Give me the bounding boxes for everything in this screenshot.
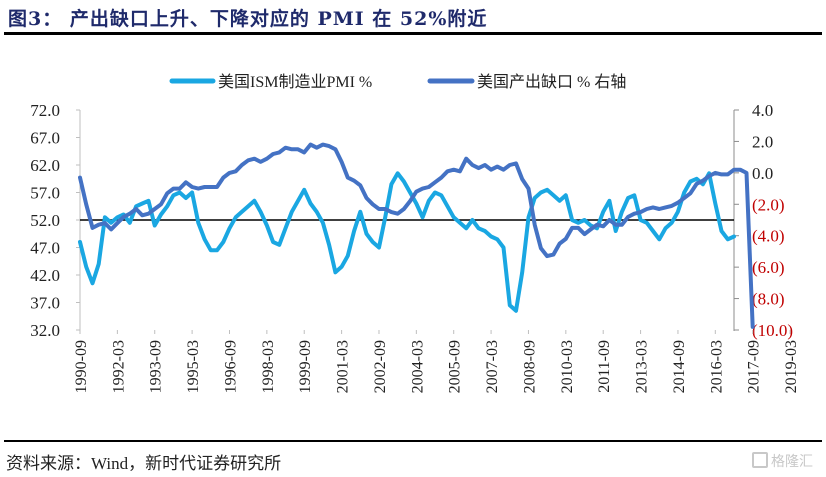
x-tick-label: 2008-09 (521, 340, 538, 393)
series-group (78, 142, 755, 329)
left-tick-label: 37.0 (30, 294, 60, 313)
legend: 美国ISM制造业PMI % 美国产出缺口 % 右轴 (169, 73, 626, 91)
output-gap-series-line (78, 142, 755, 329)
title-rule (4, 32, 822, 35)
x-tick-label: 1999-09 (297, 340, 314, 393)
chart: 美国ISM制造业PMI % 美国产出缺口 % 右轴 72.0 67.0 62.0 57… (30, 73, 800, 393)
x-tick-label: 1993-09 (148, 340, 165, 393)
right-tick-label: (6.0) (752, 258, 785, 277)
source-note: 资料来源：Wind，新时代证券研究所 (6, 454, 282, 473)
x-tick-label: 2004-03 (409, 340, 426, 393)
right-axis-ticks: 4.0 2.0 0.0 (2.0) (4.0) (6.0) (8.0) (10.0) (734, 101, 793, 340)
right-tick-label: 2.0 (752, 132, 773, 151)
x-tick-label: 2001-03 (335, 340, 352, 393)
x-tick-label: 2013-03 (634, 340, 651, 393)
x-tick-label: 2010-03 (559, 340, 576, 393)
watermark-text: 格隆汇 (771, 454, 813, 470)
left-tick-label: 57.0 (30, 184, 60, 203)
footer-rule (4, 440, 822, 442)
legend-label-pmi: 美国ISM制造业PMI % (218, 73, 372, 91)
x-tick-label: 2002-09 (372, 340, 389, 393)
left-axis-ticks: 72.0 67.0 62.0 57.0 52.0 47.0 42.0 37.0 32.0 (30, 101, 80, 340)
right-tick-label: (4.0) (752, 227, 785, 246)
x-tick-label: 2005-09 (447, 340, 464, 393)
x-tick-label: 2016-03 (708, 340, 725, 393)
watermark-logo: 格隆汇 (752, 451, 813, 471)
x-tick-label: 2007-03 (484, 340, 501, 393)
x-tick-label: 1998-03 (260, 340, 277, 393)
x-tick-label: 2014-09 (671, 340, 688, 393)
watermark-icon (752, 452, 768, 468)
right-tick-label: (8.0) (752, 290, 785, 309)
x-tick-label: 2011-09 (596, 340, 613, 393)
x-tick-label: 1992-03 (110, 340, 127, 393)
legend-label-output-gap: 美国产出缺口 % 右轴 (477, 73, 626, 91)
right-tick-label: (10.0) (752, 321, 793, 340)
left-tick-label: 62.0 (30, 156, 60, 175)
x-axis-ticks: 1990-09 1992-03 1993-09 1995-03 1996-09 1998-… (73, 330, 800, 393)
x-tick-label: 2019-03 (783, 340, 800, 393)
left-tick-label: 72.0 (30, 101, 60, 120)
x-tick-label: 1996-09 (222, 340, 239, 393)
x-tick-label: 1995-03 (185, 340, 202, 393)
left-tick-label: 42.0 (30, 266, 60, 285)
right-tick-label: 0.0 (752, 164, 773, 183)
left-tick-label: 67.0 (30, 129, 60, 148)
right-tick-label: 4.0 (752, 101, 773, 120)
left-tick-label: 52.0 (30, 211, 60, 230)
pmi-series-line (78, 171, 736, 313)
x-tick-label: 1990-09 (73, 340, 90, 393)
output-gap-series-points (80, 145, 753, 328)
left-tick-label: 47.0 (30, 239, 60, 258)
x-tick-label: 2017-09 (746, 340, 763, 393)
right-tick-label: (2.0) (752, 195, 785, 214)
left-tick-label: 32.0 (30, 321, 60, 340)
figure-title: 图3： 产出缺口上升、下降对应的 PMI 在 52%附近 (8, 8, 488, 30)
